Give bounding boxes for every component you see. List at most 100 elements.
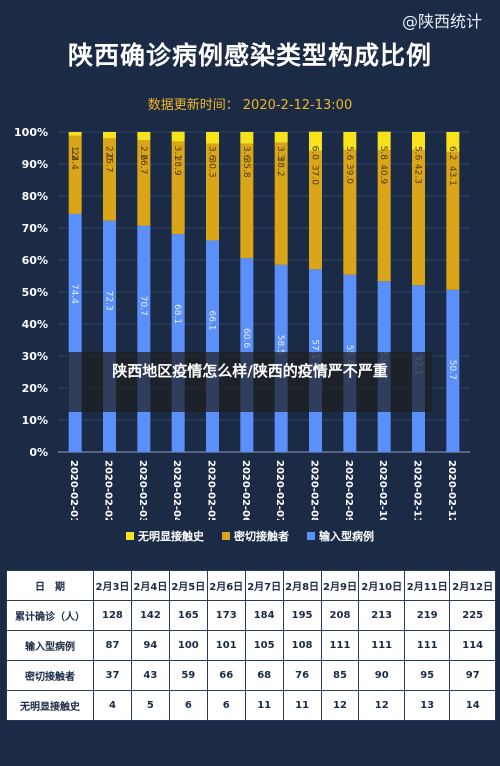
y-tick-label: 40% [22, 318, 48, 331]
legend-label-unknown: 无明显接触史 [138, 530, 204, 543]
table-row-label: 无明显接触史 [6, 690, 94, 721]
table-cell: 101 [206, 630, 246, 661]
table-header-date: 2月8日 [282, 570, 322, 601]
data-label: 6.2 [447, 146, 457, 160]
bar-segment-unknown [206, 132, 219, 144]
y-tick-label: 90% [22, 158, 48, 171]
data-label: 74.4 [69, 284, 79, 304]
y-tick-label: 10% [22, 414, 48, 427]
data-label: 68.1 [172, 304, 182, 324]
data-label: 2.6 [138, 146, 148, 161]
table-cell: 142 [130, 600, 170, 631]
bar-segment-unknown [377, 131, 391, 151]
table-cell: 6 [206, 690, 246, 721]
table-header-date: 2月7日 [244, 570, 284, 601]
bar-segment-close [206, 143, 219, 241]
table-cell: 225 [449, 600, 496, 631]
table-cell: 14 [449, 690, 496, 721]
data-label: 70.7 [138, 296, 148, 316]
bar-segment-close [309, 150, 322, 270]
table-cell: 173 [206, 600, 246, 631]
bar-segment-import [68, 213, 82, 452]
update-time: 数据更新时间： 2020-2-12-13:00 [0, 94, 500, 113]
data-label: 26.7 [138, 154, 148, 174]
y-tick-label: 70% [22, 222, 48, 235]
legend-item-import: 输入型病例 [307, 528, 374, 544]
update-time-value: 2020-2-12-13:00 [242, 98, 353, 113]
legend-swatch-close [222, 532, 230, 540]
data-label: 5.8 [378, 146, 388, 161]
data-label: 5.6 [344, 146, 354, 161]
table-cell: 5 [130, 690, 170, 721]
y-tick-label: 80% [22, 190, 48, 203]
data-label: 30.3 [207, 158, 217, 178]
legend-item-close: 密切接触者 [222, 528, 289, 544]
brand-watermark: @陕西统计 [401, 12, 482, 31]
data-label: 66.1 [207, 310, 217, 330]
table-row: 输入型病例 87 94 100 101 105 108 111 111 111 … [6, 630, 496, 661]
table-cell: 11 [244, 690, 284, 721]
data-label: 28.9 [172, 156, 182, 176]
y-tick-label: 30% [22, 350, 48, 363]
x-tick-label: 2020-02-09 [343, 460, 354, 520]
table-cell: 95 [403, 660, 451, 691]
table-header-date: 2月12日 [449, 570, 496, 601]
data-label: 40.9 [378, 164, 388, 184]
table-cell: 6 [168, 690, 208, 721]
bar-segment-unknown [274, 132, 288, 143]
table-cell: 66 [206, 660, 246, 691]
x-tick-label: 2020-02-05 [206, 460, 217, 520]
table-cell: 208 [320, 600, 360, 631]
data-label: 57.1 [310, 339, 320, 359]
x-tick-label: 2020-02-12 [446, 460, 457, 520]
data-label: 50.7 [447, 360, 457, 380]
data-label: 58.5 [275, 335, 285, 355]
data-label: 39.0 [344, 164, 354, 184]
table-cell: 111 [403, 630, 451, 661]
table-header-date-label: 日 期 [6, 570, 94, 601]
x-tick-label: 2020-02-04 [171, 460, 182, 520]
update-time-label: 数据更新时间： [147, 98, 239, 113]
x-tick-label: 2020-02-11 [412, 460, 423, 520]
legend-label-import: 输入型病例 [319, 530, 374, 543]
table-header-date: 2月10日 [358, 570, 405, 601]
bar-segment-unknown [446, 132, 460, 152]
x-tick-label: 2020-02-08 [309, 460, 320, 520]
x-tick-label: 2020-02-07 [274, 460, 285, 520]
data-label: 3.1 [172, 146, 182, 160]
bar-segment-close [103, 138, 116, 221]
x-tick-label: 2020-02-02 [103, 460, 114, 520]
page-title: 陕西确诊病例感染类型构成比例 [67, 41, 432, 70]
table-header-date: 2月11日 [403, 570, 451, 601]
table-row: 密切接触者 37 43 59 66 68 76 85 90 95 97 [6, 660, 496, 691]
overlay-caption: 陕西地区疫情怎么样/陕西的疫情严不严重 [68, 352, 432, 412]
table-cell: 213 [358, 600, 405, 631]
data-label: 37.0 [310, 165, 320, 185]
table-cell: 165 [168, 600, 208, 631]
data-label: 38.2 [275, 157, 285, 177]
table-row: 无明显接触史 4 5 6 6 11 11 12 12 13 14 [6, 690, 496, 721]
table-cell: 184 [244, 600, 284, 631]
legend-swatch-unknown [126, 532, 134, 540]
table-cell: 37 [93, 660, 132, 691]
y-tick-label: 60% [22, 254, 48, 267]
y-tick-label: 100% [14, 126, 48, 139]
table-cell: 12 [320, 690, 360, 721]
table-cell: 128 [93, 600, 132, 631]
bar-segment-unknown [68, 132, 82, 136]
bar-segment-close [343, 149, 357, 275]
data-label: 35.8 [241, 158, 251, 178]
x-tick-label: 2020-02-10 [377, 460, 388, 520]
table-cell: 76 [282, 660, 322, 691]
data-label: 6.0 [310, 146, 320, 161]
table-cell: 59 [168, 660, 208, 691]
data-table: 日 期 2月3日 2月4日 2月5日 2月6日 2月7日 2月8日 2月9日 2… [6, 570, 496, 721]
bar-segment-import [446, 289, 460, 452]
data-label: 25.7 [104, 152, 114, 172]
table-cell: 85 [320, 660, 360, 691]
data-label: 43.1 [447, 166, 457, 186]
table-header-date: 2月3日 [93, 570, 132, 601]
data-label: 72.3 [104, 291, 114, 311]
table-cell: 68 [244, 660, 284, 691]
table-cell: 94 [130, 630, 170, 661]
